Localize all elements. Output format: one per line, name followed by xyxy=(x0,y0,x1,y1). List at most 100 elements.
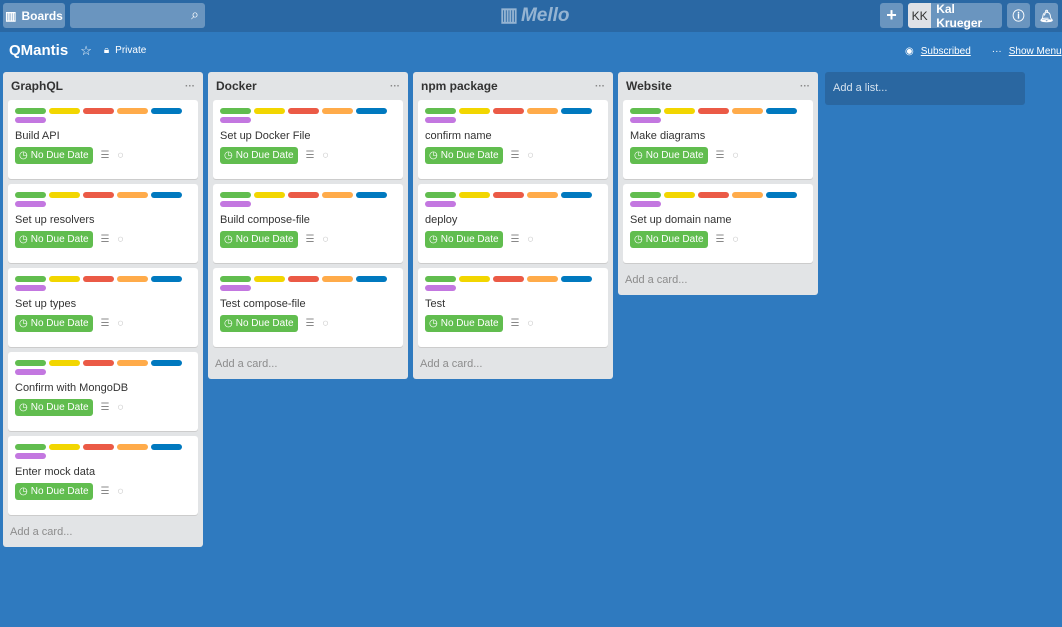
card-title: Test xyxy=(425,298,446,310)
label xyxy=(151,108,182,114)
card[interactable]: Set up domain name ◷ No Due Date ☰ ◌ xyxy=(623,184,813,263)
star-icon[interactable]: ☆ xyxy=(80,42,92,58)
due-date-badge[interactable]: ◷ No Due Date xyxy=(630,147,708,164)
add-list-button[interactable]: Add a list... xyxy=(825,72,1025,105)
boards-button[interactable]: ▥ Boards xyxy=(3,3,65,28)
label xyxy=(49,444,80,450)
visibility-button[interactable]: 🔒︎ Private xyxy=(103,45,147,56)
label xyxy=(220,108,251,114)
card[interactable]: Test compose-file ◷ No Due Date ☰ ◌ xyxy=(213,268,403,347)
list-header: Website ··· xyxy=(623,72,813,100)
card[interactable]: Make diagrams ◷ No Due Date ☰ ◌ xyxy=(623,100,813,179)
add-card-button[interactable]: Add a card... xyxy=(420,358,483,370)
due-date-badge[interactable]: ◷ No Due Date xyxy=(15,231,93,248)
search-input[interactable]: ⌕ xyxy=(70,3,205,28)
clock-icon: ◷ xyxy=(429,234,438,245)
show-menu-link[interactable]: Show Menu xyxy=(1008,46,1062,57)
label xyxy=(459,108,490,114)
comment-icon: ◌ xyxy=(117,234,124,245)
add-button[interactable]: + xyxy=(880,3,903,28)
bell-icon[interactable]: 🔔︎ xyxy=(1035,3,1058,28)
card-title: Confirm with MongoDB xyxy=(15,382,129,394)
list-title[interactable]: GraphQL xyxy=(11,79,64,93)
label xyxy=(254,276,285,282)
comment-icon: ◌ xyxy=(322,150,329,161)
card-title: Set up Docker File xyxy=(220,130,311,142)
label xyxy=(630,201,661,207)
label xyxy=(117,360,148,366)
comment-icon: ◌ xyxy=(732,234,739,245)
label xyxy=(83,360,114,366)
list-title[interactable]: Docker xyxy=(216,79,257,93)
card-title: deploy xyxy=(425,214,458,226)
card-title: Set up types xyxy=(15,298,77,310)
user-menu[interactable]: KK Kal Krueger xyxy=(908,2,1002,30)
due-date-badge[interactable]: ◷ No Due Date xyxy=(15,483,93,500)
due-date-badge[interactable]: ◷ No Due Date xyxy=(630,231,708,248)
due-date-badge[interactable]: ◷ No Due Date xyxy=(220,147,298,164)
card[interactable]: Enter mock data ◷ No Due Date ☰ ◌ xyxy=(8,436,198,515)
label xyxy=(15,360,46,366)
label xyxy=(83,108,114,114)
list-menu-icon[interactable]: ··· xyxy=(800,80,810,92)
list-menu-icon[interactable]: ··· xyxy=(390,80,400,92)
list-graphql: GraphQL ··· Build API ◷ No Due Date ☰ ◌ Set up … xyxy=(3,72,203,547)
list-title[interactable]: Website xyxy=(626,79,672,93)
eye-icon: ◉ xyxy=(905,46,914,57)
clock-icon: ◷ xyxy=(429,318,438,329)
due-date-badge[interactable]: ◷ No Due Date xyxy=(425,231,503,248)
label xyxy=(15,108,46,114)
add-card-button[interactable]: Add a card... xyxy=(215,358,278,370)
logo[interactable]: ▥ Mello xyxy=(500,4,570,27)
info-icon[interactable]: ⓘ xyxy=(1007,3,1030,28)
label xyxy=(15,117,46,123)
label xyxy=(322,108,353,114)
board-title[interactable]: QMantis xyxy=(9,42,69,59)
label xyxy=(664,108,695,114)
card[interactable]: confirm name ◷ No Due Date ☰ ◌ xyxy=(418,100,608,179)
card[interactable]: Build API ◷ No Due Date ☰ ◌ xyxy=(8,100,198,179)
add-card-button[interactable]: Add a card... xyxy=(625,274,688,286)
description-icon: ☰ xyxy=(715,150,725,161)
subscribed-link[interactable]: Subscribed xyxy=(920,46,971,57)
label xyxy=(83,444,114,450)
card-title: Set up resolvers xyxy=(15,214,95,226)
card[interactable]: deploy ◷ No Due Date ☰ ◌ xyxy=(418,184,608,263)
label xyxy=(732,192,763,198)
label xyxy=(732,108,763,114)
label xyxy=(527,276,558,282)
card[interactable]: Set up types ◷ No Due Date ☰ ◌ xyxy=(8,268,198,347)
card[interactable]: Set up resolvers ◷ No Due Date ☰ ◌ xyxy=(8,184,198,263)
label xyxy=(288,108,319,114)
label xyxy=(698,192,729,198)
label xyxy=(288,192,319,198)
label xyxy=(49,192,80,198)
label xyxy=(49,360,80,366)
description-icon: ☰ xyxy=(100,234,110,245)
card[interactable]: Confirm with MongoDB ◷ No Due Date ☰ ◌ xyxy=(8,352,198,431)
clock-icon: ◷ xyxy=(19,402,28,413)
due-date-badge[interactable]: ◷ No Due Date xyxy=(220,231,298,248)
list-menu-icon[interactable]: ··· xyxy=(185,80,195,92)
due-date-badge[interactable]: ◷ No Due Date xyxy=(15,147,93,164)
due-date-badge[interactable]: ◷ No Due Date xyxy=(220,315,298,332)
label xyxy=(425,285,456,291)
label xyxy=(561,108,592,114)
label xyxy=(117,276,148,282)
list-menu-icon[interactable]: ··· xyxy=(595,80,605,92)
top-bar: ▥ Boards ⌕ ▥ Mello + KK Kal Krueger ⓘ 🔔︎ xyxy=(0,0,1062,32)
label xyxy=(220,117,251,123)
due-date-badge[interactable]: ◷ No Due Date xyxy=(15,315,93,332)
due-date-badge[interactable]: ◷ No Due Date xyxy=(425,315,503,332)
card[interactable]: Set up Docker File ◷ No Due Date ☰ ◌ xyxy=(213,100,403,179)
list-title[interactable]: npm package xyxy=(421,79,498,93)
card[interactable]: Build compose-file ◷ No Due Date ☰ ◌ xyxy=(213,184,403,263)
due-date-badge[interactable]: ◷ No Due Date xyxy=(15,399,93,416)
card-title: Test compose-file xyxy=(220,298,306,310)
card-title: Make diagrams xyxy=(630,130,706,142)
card[interactable]: Test ◷ No Due Date ☰ ◌ xyxy=(418,268,608,347)
description-icon: ☰ xyxy=(305,234,315,245)
due-date-badge[interactable]: ◷ No Due Date xyxy=(425,147,503,164)
list-header: Docker ··· xyxy=(213,72,403,100)
add-card-button[interactable]: Add a card... xyxy=(10,526,73,538)
